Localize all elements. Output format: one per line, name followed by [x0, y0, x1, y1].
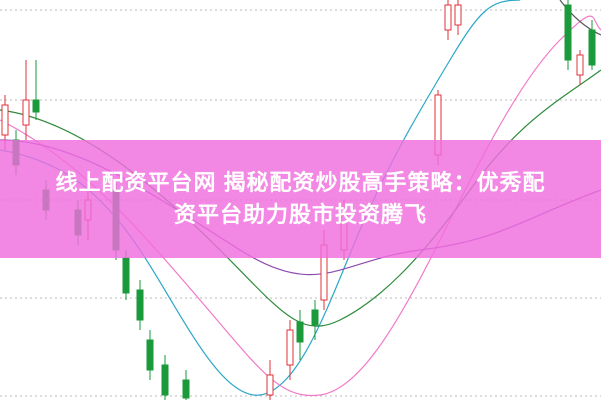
banner-title-line: 资平台助力股市投资腾飞 — [173, 202, 427, 227]
banner: 线上配资平台网 揭秘配资炒股高手策略：优秀配 资平台助力股市投资腾飞 — [0, 140, 601, 258]
banner-title-line: 线上配资平台网 揭秘配资炒股高手策略：优秀配 — [55, 170, 546, 195]
